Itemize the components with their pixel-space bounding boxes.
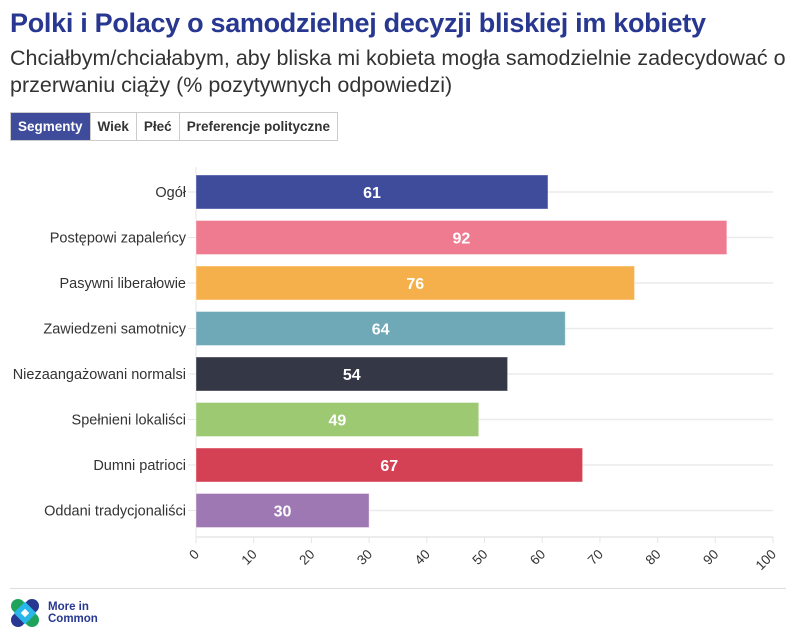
bar (195, 174, 549, 210)
x-tick-label: 40 (412, 547, 433, 568)
more-in-common-logo-icon (11, 599, 39, 627)
x-tick-label: 0 (186, 547, 202, 563)
footer-divider (10, 588, 786, 589)
chart-title: Polki i Polacy o samodzielnej decyzji bl… (10, 8, 706, 38)
bar (195, 265, 636, 301)
category-label: Dumni patrioci (93, 458, 186, 474)
value-label: 61 (363, 185, 381, 202)
x-tick-label: 30 (354, 547, 375, 568)
category-label: Pasywni liberałowie (59, 276, 186, 292)
value-label: 30 (274, 504, 292, 521)
logo-text-line2: Common (48, 613, 98, 625)
segment-tabs: Segmenty Wiek Płeć Preferencje polityczn… (10, 112, 339, 141)
value-label: 67 (380, 458, 398, 475)
tab-wiek[interactable]: Wiek (89, 113, 136, 140)
value-label: 54 (343, 367, 361, 384)
x-tick-label: 100 (753, 547, 780, 574)
chart-subtitle: Chciałbym/chciałabym, aby bliska mi kobi… (10, 46, 786, 97)
category-label: Postępowi zapaleńcy (50, 231, 187, 247)
more-in-common-logo: More in Common (10, 598, 98, 628)
bar (195, 311, 566, 346)
bar (195, 356, 509, 392)
category-label: Oddani tradycjonaliści (44, 504, 186, 520)
x-tick-label: 80 (642, 547, 663, 568)
value-label: 64 (372, 322, 390, 339)
x-tick-label: 20 (296, 547, 317, 568)
bar (195, 402, 480, 437)
x-tick-label: 90 (700, 547, 721, 568)
category-label: Niezaangażowani normalsi (13, 367, 186, 383)
tab-plec[interactable]: Płeć (135, 113, 179, 140)
x-tick-label: 70 (585, 547, 606, 568)
value-label: 76 (406, 276, 424, 293)
value-label: 49 (328, 413, 346, 430)
category-label: Spełnieni lokaliści (72, 413, 186, 429)
x-tick-label: 50 (469, 547, 490, 568)
category-label: Ogół (155, 185, 186, 201)
tab-preferencje-polityczne[interactable]: Preferencje polityczne (178, 113, 338, 140)
bar (195, 493, 370, 528)
bar-chart: Ogół 61 Postępowi zapaleńcy 92 Pasywni liber… (13, 167, 780, 574)
logo-text-line1: More in (48, 601, 89, 613)
x-tick-label: 10 (239, 547, 260, 568)
bar (195, 447, 584, 483)
tab-segmenty[interactable]: Segmenty (11, 113, 90, 140)
x-tick-label: 60 (527, 547, 548, 568)
category-label: Zawiedzeni samotnicy (43, 322, 186, 338)
bar (195, 220, 728, 255)
value-label: 92 (453, 231, 471, 248)
